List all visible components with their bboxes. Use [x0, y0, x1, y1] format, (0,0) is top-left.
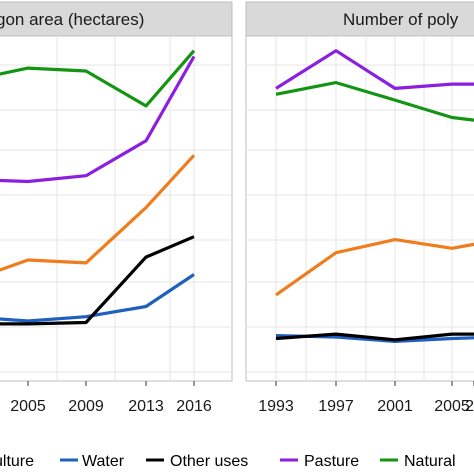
left-x-tick-label: 2005 — [10, 398, 46, 415]
legend-label-agriculture: ulture — [0, 453, 34, 470]
left-facet-title: gon area (hectares) — [0, 10, 144, 29]
right-series-lines — [275, 49, 474, 343]
left-series-line-agriculture — [0, 154, 196, 272]
left-facet: gon area (hectares) 2005 2009 2013 2016 — [0, 1, 233, 415]
left-series-line-water — [0, 273, 195, 323]
left-x-tick-label: 2013 — [128, 398, 164, 415]
left-series-line-other-uses — [0, 235, 195, 326]
right-series-line-pasture — [275, 49, 474, 91]
right-x-tick-label: 20 — [465, 398, 474, 415]
left-series-line-pasture — [0, 55, 196, 184]
legend-label-pasture: Pasture — [304, 453, 359, 470]
right-x-tick-label: 1997 — [318, 398, 354, 415]
right-series-line-natural — [275, 80, 474, 122]
legend-label-natural: Natural — [404, 453, 456, 470]
left-x-ticks: 2005 2009 2013 2016 — [10, 381, 212, 415]
legend-label-other-uses: Other uses — [170, 453, 248, 470]
left-series-line-natural — [0, 49, 196, 108]
right-series-line-agriculture — [275, 238, 474, 297]
right-facet-title: Number of poly — [343, 10, 459, 29]
right-plot-panel — [245, 35, 474, 382]
left-x-tick-label: 2016 — [176, 398, 212, 415]
left-facet-strip — [0, 1, 233, 37]
right-series-line-other-uses — [275, 332, 474, 342]
right-x-tick-label: 1993 — [258, 398, 294, 415]
right-x-tick-label: 2001 — [377, 398, 413, 415]
right-facet-strip — [245, 1, 474, 37]
right-x-tick-label: 2005 — [434, 398, 470, 415]
left-x-tick-label: 2009 — [68, 398, 104, 415]
legend: ulture Water Other uses Pasture Natural — [0, 453, 456, 470]
legend-label-water: Water — [82, 453, 125, 470]
left-series-lines — [0, 49, 196, 326]
